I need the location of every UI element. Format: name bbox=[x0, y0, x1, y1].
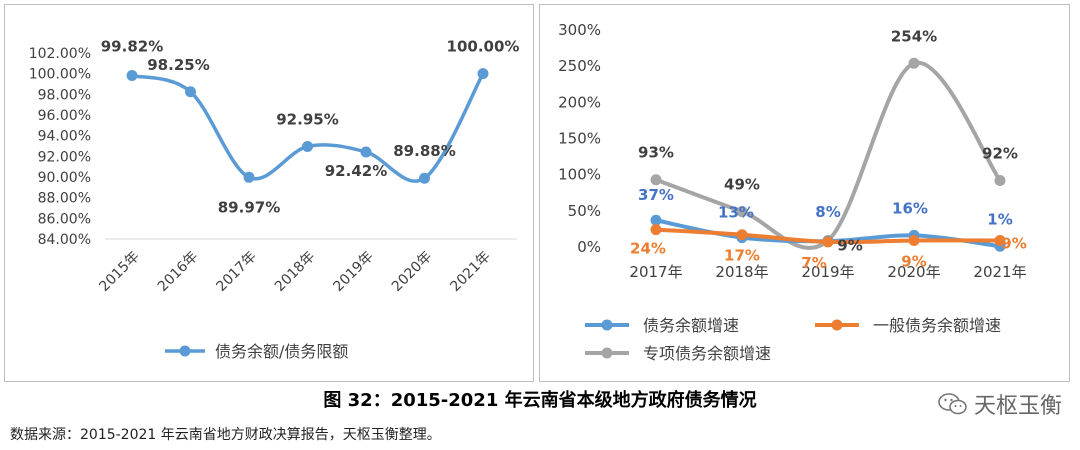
left-chart-panel: 84.00% 86.00% 88.00% 90.00% 92.00% 94.00% 96.0… bbox=[4, 4, 534, 382]
x-tick-label: 2020年 bbox=[389, 249, 435, 295]
y-tick-label: 94.00% bbox=[38, 129, 91, 145]
x-tick-label: 2016年 bbox=[155, 249, 201, 295]
data-label: 16% bbox=[892, 199, 928, 217]
data-point bbox=[736, 206, 748, 218]
data-label: 9% bbox=[901, 252, 926, 270]
data-label: 98.25% bbox=[147, 56, 209, 74]
data-label: 9% bbox=[837, 236, 862, 254]
y-tick-label: 100.00% bbox=[29, 67, 91, 83]
y-tick-label: 300% bbox=[558, 21, 601, 39]
data-point bbox=[994, 174, 1006, 186]
y-tick-label: 250% bbox=[558, 57, 601, 75]
data-point bbox=[302, 141, 313, 153]
y-tick-label: 102.00% bbox=[29, 46, 91, 62]
brand-watermark: 天枢玉衡 bbox=[938, 388, 1062, 420]
x-tick-label: 2021年 bbox=[447, 249, 493, 295]
data-point bbox=[822, 236, 834, 248]
y-tick-label: 50% bbox=[568, 202, 601, 220]
y-tick-label: 96.00% bbox=[38, 108, 91, 124]
data-point bbox=[994, 234, 1006, 246]
data-label: 1% bbox=[987, 210, 1012, 228]
data-label: 9% bbox=[1001, 234, 1026, 252]
y-tick-label: 0% bbox=[577, 238, 601, 256]
data-label: 92% bbox=[982, 144, 1018, 162]
data-label: 254% bbox=[891, 27, 937, 45]
y-tick-label: 98.00% bbox=[38, 87, 91, 103]
figure-caption: 图 32：2015-2021 年云南省本级地方政府债务情况 bbox=[323, 390, 757, 411]
wechat-icon bbox=[938, 392, 968, 416]
y-tick-label: 90.00% bbox=[38, 170, 91, 186]
data-label: 89.88% bbox=[393, 142, 455, 160]
y-tick-label: 86.00% bbox=[38, 211, 91, 227]
right-chart-panel: 0% 50% 100% 150% 200% 250% 300% 2017年 2018年 2019年… bbox=[539, 4, 1070, 382]
data-label: 93% bbox=[638, 144, 674, 162]
data-point bbox=[650, 214, 662, 226]
legend-marker bbox=[831, 319, 843, 331]
y-tick-label: 200% bbox=[558, 93, 601, 111]
legend-label: 债务余额增速 bbox=[643, 316, 739, 335]
legend-label: 债务余额/债务限额 bbox=[215, 342, 348, 361]
legend-marker bbox=[179, 345, 191, 357]
data-point bbox=[650, 224, 662, 236]
y-tick-label: 84.00% bbox=[38, 232, 91, 248]
data-label: 92.42% bbox=[325, 162, 387, 180]
x-tick-label: 2019年 bbox=[330, 249, 376, 295]
data-point bbox=[908, 57, 920, 69]
data-label: 37% bbox=[638, 186, 674, 204]
y-tick-label: 100% bbox=[558, 166, 601, 184]
right-chart: 0% 50% 100% 150% 200% 250% 300% 2017年 2018年 2019年… bbox=[558, 21, 1027, 363]
data-label: 89.97% bbox=[218, 198, 280, 216]
data-point bbox=[126, 70, 138, 82]
x-tick-label: 2018年 bbox=[272, 249, 318, 295]
x-tick-label: 2018年 bbox=[715, 263, 768, 281]
data-point bbox=[360, 146, 372, 158]
series-line bbox=[655, 60, 1002, 250]
data-point bbox=[419, 172, 430, 184]
x-tick-label: 2020年 bbox=[887, 263, 940, 281]
data-label: 100.00% bbox=[447, 38, 520, 56]
data-label: 17% bbox=[724, 247, 760, 265]
y-tick-label: 150% bbox=[558, 130, 601, 148]
data-label: 49% bbox=[724, 176, 760, 194]
legend-marker bbox=[601, 347, 613, 359]
data-point bbox=[243, 171, 255, 183]
y-tick-label: 92.00% bbox=[38, 149, 91, 165]
x-tick-label: 2017年 bbox=[213, 249, 259, 295]
data-point bbox=[650, 174, 662, 186]
x-tick-label: 2017年 bbox=[629, 263, 682, 281]
data-point bbox=[736, 229, 748, 241]
data-point bbox=[185, 86, 196, 98]
y-tick-label: 88.00% bbox=[38, 191, 91, 207]
data-label: 7% bbox=[801, 254, 826, 272]
x-tick-label: 2019年 bbox=[801, 263, 854, 281]
data-label: 8% bbox=[815, 203, 840, 221]
x-tick-label: 2015年 bbox=[96, 249, 142, 295]
brand-name: 天枢玉衡 bbox=[973, 394, 1062, 419]
legend-label: 专项债务余额增速 bbox=[643, 344, 771, 363]
data-source-note: 数据来源：2015-2021 年云南省地方财政决算报告，天枢玉衡整理。 bbox=[10, 427, 441, 443]
x-tick-label: 2021年 bbox=[973, 263, 1026, 281]
data-label: 13% bbox=[718, 204, 754, 222]
legend-marker bbox=[601, 319, 613, 331]
data-point bbox=[477, 68, 489, 80]
legend-label: 一般债务余额增速 bbox=[873, 316, 1001, 335]
data-label: 92.95% bbox=[276, 111, 338, 129]
data-label: 99.82% bbox=[101, 38, 163, 56]
left-chart: 84.00% 86.00% 88.00% 90.00% 92.00% 94.00% 96.0… bbox=[29, 38, 520, 361]
data-point bbox=[908, 234, 920, 246]
data-label: 24% bbox=[630, 240, 666, 258]
